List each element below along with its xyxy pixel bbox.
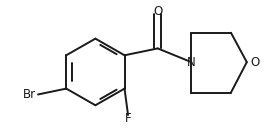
- Text: N: N: [187, 56, 196, 69]
- Text: F: F: [125, 112, 131, 125]
- Text: O: O: [153, 5, 162, 18]
- Text: Br: Br: [23, 88, 36, 101]
- Text: O: O: [251, 56, 260, 69]
